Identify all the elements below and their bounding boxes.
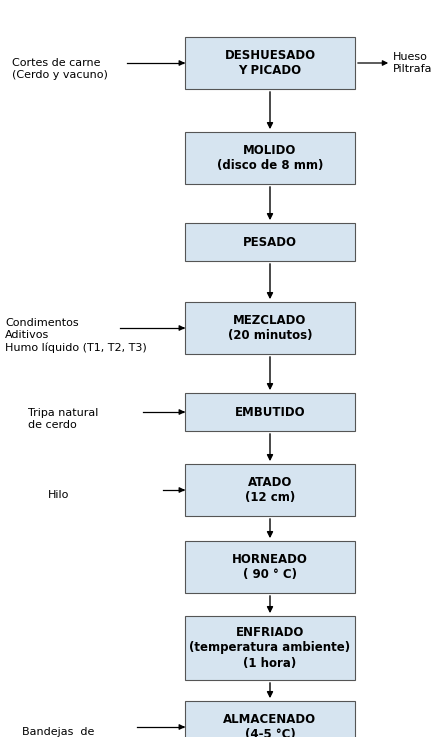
Text: EMBUTIDO: EMBUTIDO <box>234 405 305 419</box>
Bar <box>184 132 354 184</box>
Text: ENFRIADO
(temperatura ambiente)
(1 hora): ENFRIADO (temperatura ambiente) (1 hora) <box>189 626 350 670</box>
Text: Bandejas  de
almacenamiento: Bandejas de almacenamiento <box>22 727 115 737</box>
Text: MOLIDO
(disco de 8 mm): MOLIDO (disco de 8 mm) <box>216 144 322 172</box>
Text: ATADO
(12 cm): ATADO (12 cm) <box>244 476 294 504</box>
Bar <box>184 37 354 89</box>
Text: MEZCLADO
(20 minutos): MEZCLADO (20 minutos) <box>227 314 312 342</box>
Bar <box>184 393 354 431</box>
Text: Hilo: Hilo <box>48 490 69 500</box>
Text: Condimentos
Aditivos
Humo líquido (T1, T2, T3): Condimentos Aditivos Humo líquido (T1, T… <box>5 318 146 354</box>
Text: Hueso
Piltrafa: Hueso Piltrafa <box>392 52 431 74</box>
Bar <box>184 616 354 680</box>
Text: ALMACENADO
(4-5 °C): ALMACENADO (4-5 °C) <box>223 713 316 737</box>
Bar <box>184 701 354 737</box>
Text: PESADO: PESADO <box>243 236 296 248</box>
Text: HORNEADO
( 90 ° C): HORNEADO ( 90 ° C) <box>231 553 307 581</box>
Text: Cortes de carne
(Cerdo y vacuno): Cortes de carne (Cerdo y vacuno) <box>12 58 108 80</box>
Bar <box>184 541 354 593</box>
Bar <box>184 302 354 354</box>
Text: Tripa natural
de cerdo: Tripa natural de cerdo <box>28 408 98 430</box>
Bar <box>184 223 354 261</box>
Bar <box>184 464 354 516</box>
Text: DESHUESADO
Y PICADO: DESHUESADO Y PICADO <box>224 49 315 77</box>
